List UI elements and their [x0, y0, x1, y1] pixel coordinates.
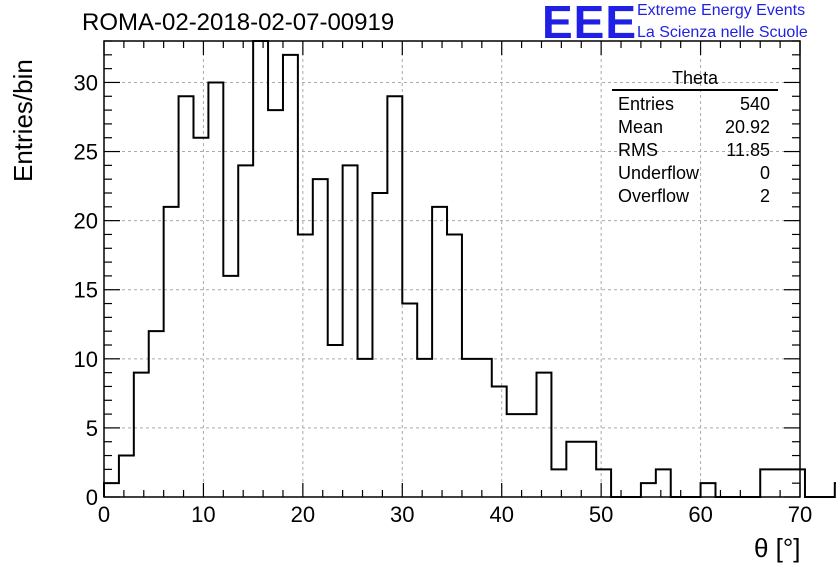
plot-frame — [103, 40, 801, 498]
stats-row-overflow: Overflow 2 — [612, 185, 778, 208]
y-tick-label: 20 — [74, 209, 98, 234]
histogram-bin — [402, 304, 417, 497]
histogram-bin — [775, 469, 790, 497]
histogram-bin — [656, 469, 671, 497]
logo-line-1: Extreme Energy Events — [637, 2, 806, 19]
x-tick-label: 20 — [291, 502, 315, 527]
histogram-bin — [164, 207, 179, 497]
x-tick-label: 60 — [688, 502, 712, 527]
y-tick-label: 25 — [74, 140, 98, 165]
stats-label: RMS — [618, 140, 658, 160]
histogram-bin — [298, 234, 313, 497]
logo-line-2: La Scienza nelle Scuole — [637, 24, 808, 41]
chart-title: ROMA-02-2018-02-07-00919 — [82, 9, 395, 36]
stats-value: 540 — [739, 94, 770, 114]
histogram-bin — [760, 469, 775, 497]
histogram-bin — [537, 373, 552, 497]
y-tick-label: 5 — [86, 416, 98, 441]
x-tick-label: 0 — [98, 502, 110, 527]
histogram-bin — [179, 96, 194, 497]
histogram-bin — [522, 414, 537, 497]
stats-row-mean: Mean 20.92 — [612, 116, 778, 139]
stats-box: Theta Entries 540 Mean 20.92 RMS 11.85 U… — [612, 68, 778, 208]
x-tick-label: 10 — [191, 502, 215, 527]
histogram-bin — [119, 456, 134, 497]
stats-label: Mean — [618, 117, 664, 137]
y-tick-label: 0 — [86, 485, 98, 510]
histogram-bin — [447, 234, 462, 497]
stats-row-entries: Entries 540 — [612, 93, 778, 116]
x-axis-label: θ [°] — [754, 533, 801, 563]
histogram-bin — [372, 193, 387, 497]
x-tick-label: 30 — [390, 502, 414, 527]
histogram-bin — [566, 442, 581, 497]
stats-title: Theta — [612, 68, 778, 91]
stats-row-underflow: Underflow 0 — [612, 162, 778, 185]
histogram-bin — [223, 276, 238, 497]
histogram-bin — [701, 483, 716, 497]
x-tick-label: 40 — [489, 502, 513, 527]
histogram-bin — [477, 359, 492, 497]
y-tick-label: 30 — [74, 70, 98, 95]
histogram-series — [103, 40, 836, 498]
histogram-bin — [343, 165, 358, 497]
y-tick-label: 10 — [74, 347, 98, 372]
stats-value: 2 — [759, 186, 770, 206]
histogram-bin — [417, 359, 432, 497]
histogram-bin — [193, 138, 208, 497]
histogram-bin — [492, 386, 507, 497]
stats-label: Underflow — [618, 163, 700, 183]
y-axis-label-wrap: Entries/bin — [8, 59, 38, 212]
histogram-bin — [253, 41, 268, 497]
stats-value: 11.85 — [726, 140, 770, 160]
histogram-bin — [328, 345, 343, 497]
histogram-bin — [641, 483, 656, 497]
stats-row-rms: RMS 11.85 — [612, 139, 778, 162]
histogram-bin — [134, 373, 149, 497]
stats-value: 0 — [759, 163, 770, 183]
stats-value: 20.92 — [724, 117, 770, 137]
histogram-bin — [581, 442, 596, 497]
histogram-bin — [596, 469, 611, 497]
histogram-bin — [208, 82, 223, 497]
x-tick-label: 50 — [589, 502, 613, 527]
histogram-bin — [507, 414, 522, 497]
histogram-bin — [790, 469, 805, 497]
histogram-bin — [149, 331, 164, 497]
histogram-bin — [462, 359, 477, 497]
histogram-bin — [358, 359, 373, 497]
histogram-bin — [268, 110, 283, 497]
histogram-bin — [283, 55, 298, 497]
histogram-bin — [387, 96, 402, 497]
stats-label: Entries — [618, 94, 675, 114]
histogram-bin — [313, 179, 328, 497]
y-axis-label: Entries/bin — [8, 59, 38, 182]
histogram-bin — [104, 483, 119, 497]
histogram-bin — [238, 165, 253, 497]
stats-label: Overflow — [618, 186, 690, 206]
histogram-bin — [551, 469, 566, 497]
x-tick-label: 70 — [788, 502, 812, 527]
eee-logo: EEE — [542, 0, 638, 48]
y-tick-label: 15 — [74, 278, 98, 303]
histogram-bin — [432, 207, 447, 497]
